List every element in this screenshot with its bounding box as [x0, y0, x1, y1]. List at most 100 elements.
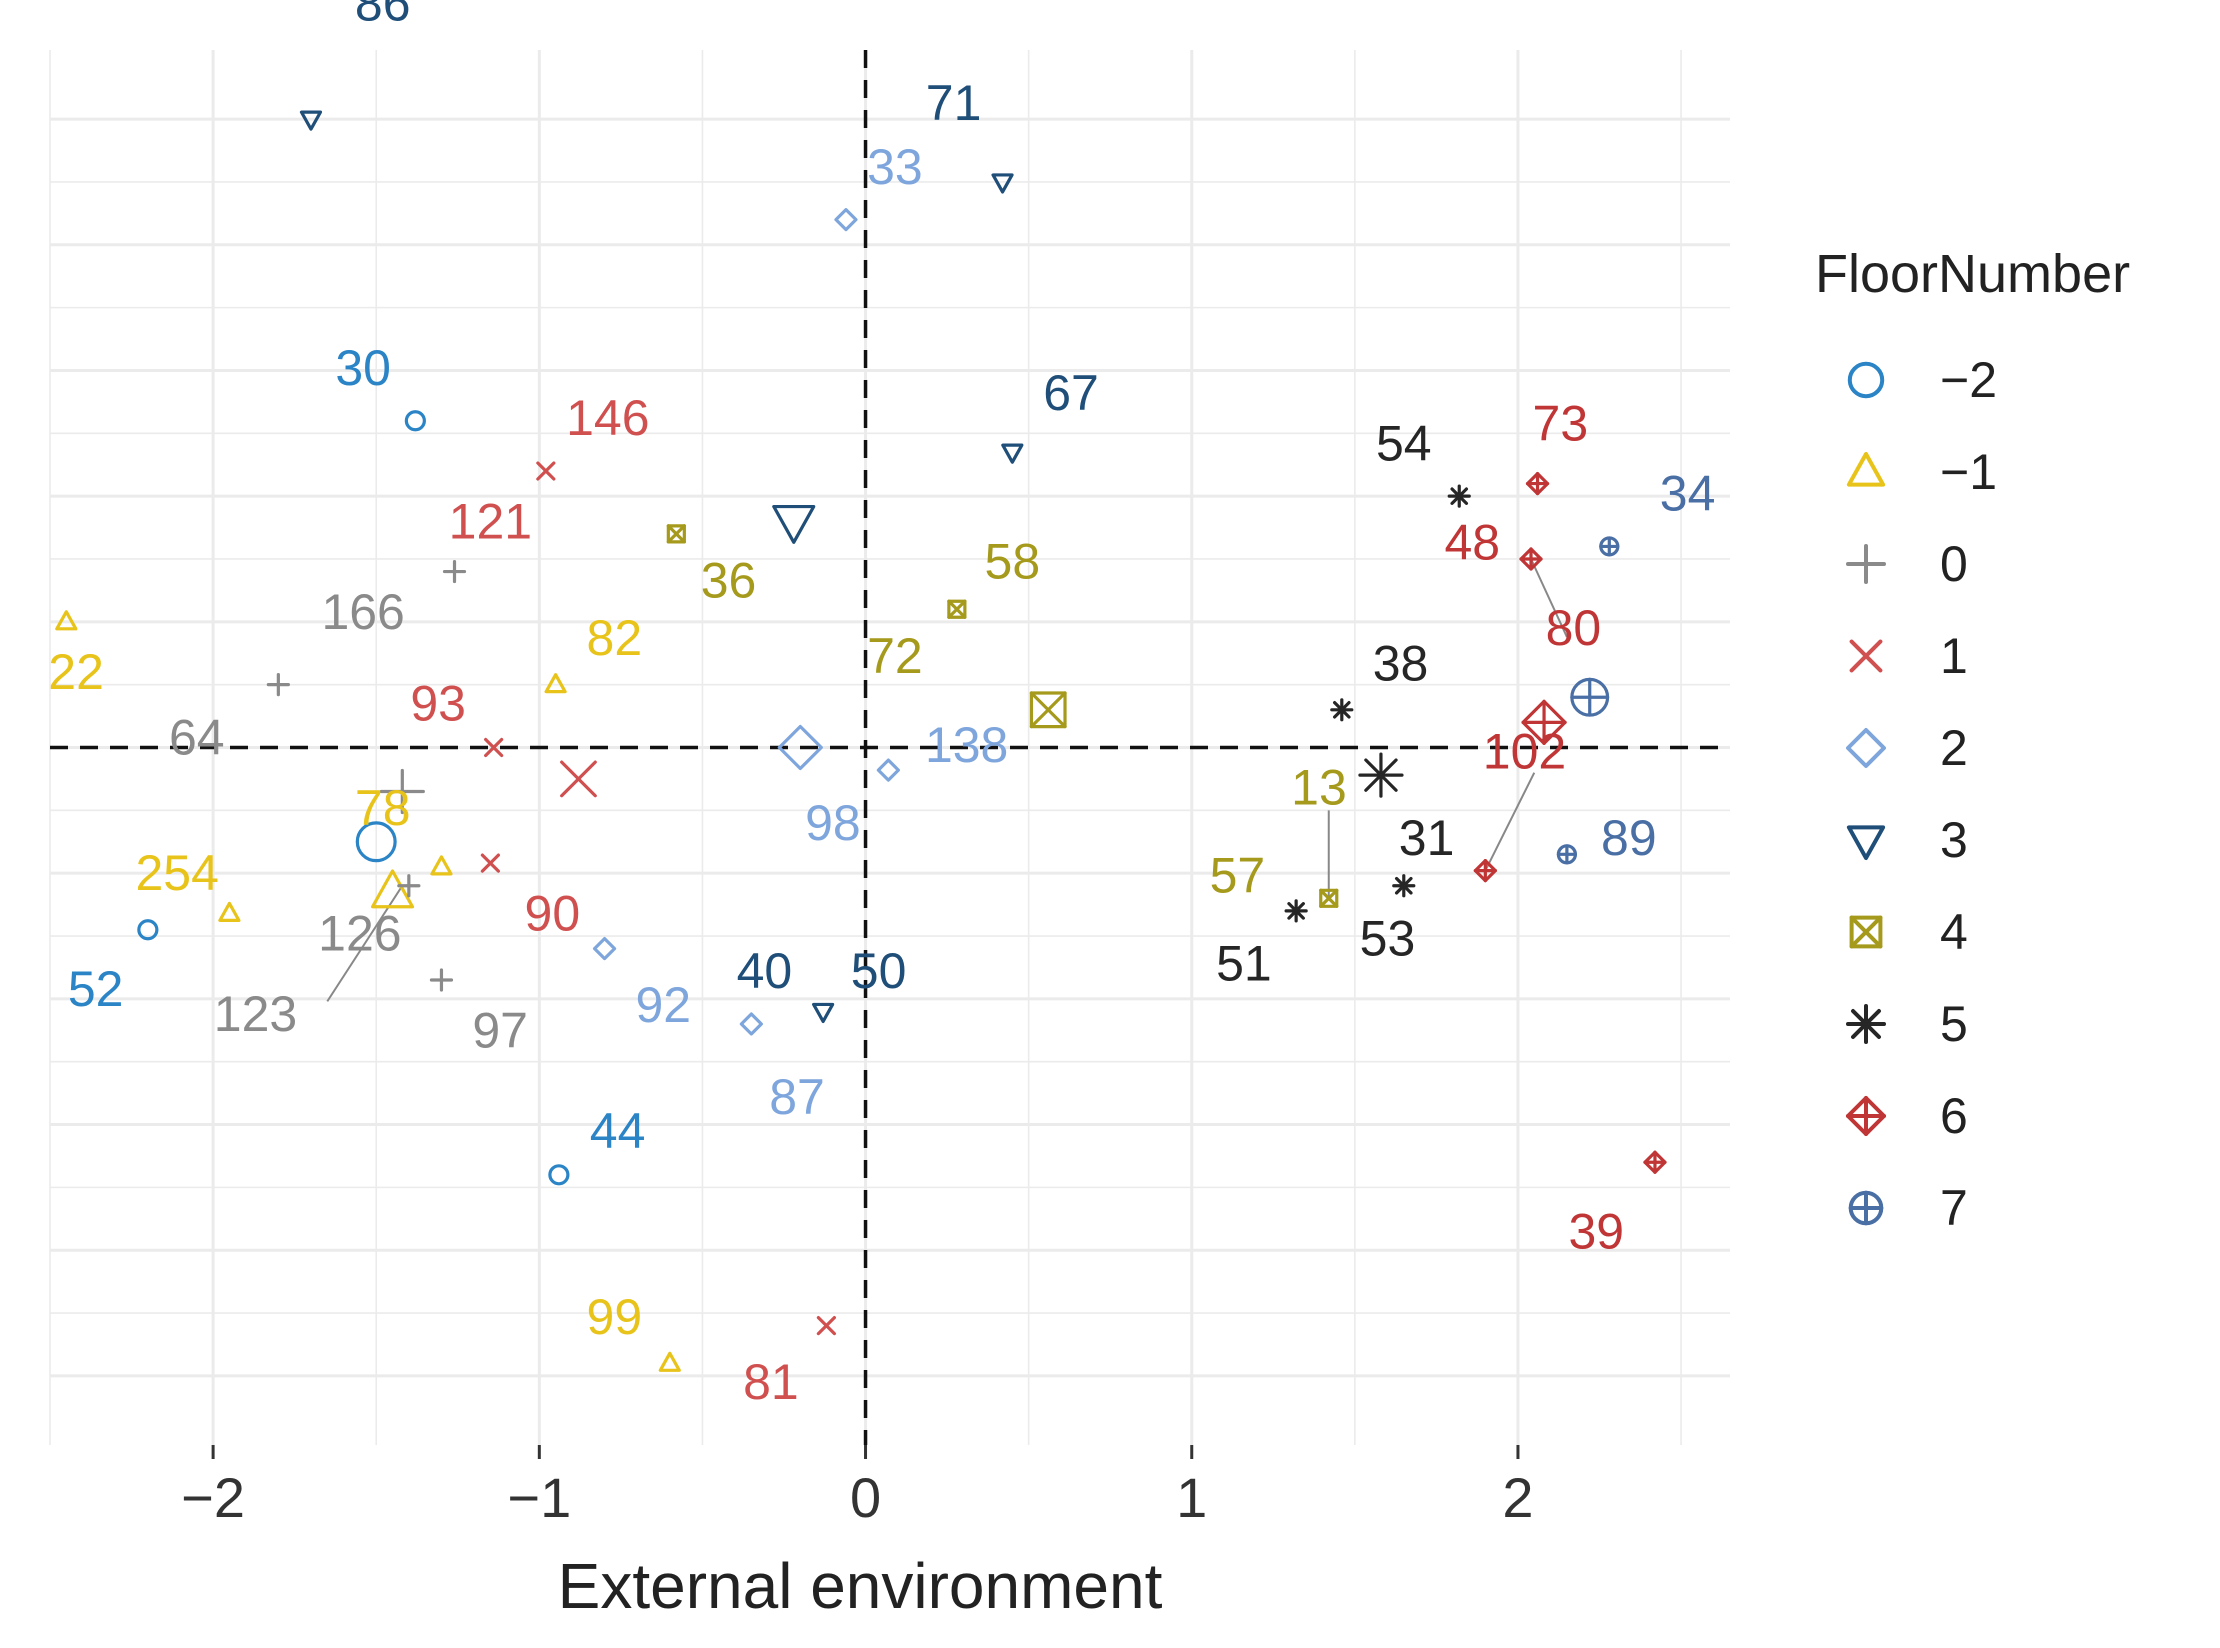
data-point [1570, 677, 1610, 717]
point-label: 138 [925, 717, 1008, 773]
point-label: 126 [318, 906, 401, 962]
data-point [1521, 699, 1567, 745]
data-point [1284, 899, 1308, 923]
data-point [1029, 691, 1067, 729]
point-label: 123 [214, 986, 297, 1042]
data-point [1525, 471, 1550, 496]
legend-label: −1 [1940, 444, 1997, 500]
data-point [816, 1316, 836, 1336]
legend: FloorNumber −2 −1 0 1 2 3 4 5 6 7 [1815, 244, 2130, 1248]
x-tick-label: −1 [507, 1466, 571, 1529]
point-label: 53 [1360, 911, 1416, 967]
data-point [397, 874, 421, 898]
legend-key-1 [1826, 340, 1906, 420]
point-label: 87 [769, 1069, 825, 1125]
legend-title: FloorNumber [1815, 244, 2130, 304]
data-point [812, 1002, 835, 1024]
legend-key-6 [1826, 800, 1906, 880]
x-tick-label: 0 [850, 1466, 881, 1529]
point-label: 34 [1660, 466, 1716, 522]
point-label: 30 [335, 340, 391, 396]
point-label: 81 [743, 1354, 799, 1410]
data-point [484, 737, 504, 758]
data-point [480, 853, 500, 873]
data-point [1392, 874, 1416, 898]
data-point [1473, 859, 1497, 883]
legend-label: 3 [1940, 812, 1968, 868]
point-label: 82 [587, 610, 643, 666]
point-label: 33 [867, 139, 923, 195]
point-label: 13 [1291, 760, 1347, 816]
point-label: 51 [1216, 936, 1272, 992]
point-label: 73 [1533, 395, 1589, 451]
legend-label: 2 [1940, 720, 1968, 776]
data-point [1599, 536, 1620, 557]
legend-label: 1 [1940, 628, 1968, 684]
legend-key-background [1826, 340, 1906, 420]
data-point [560, 760, 597, 798]
point-label: 22 [48, 644, 104, 700]
point-label: 146 [566, 390, 649, 446]
point-label: 67 [1043, 365, 1099, 421]
legend-label: 7 [1940, 1180, 1968, 1236]
legend-key-2 [1826, 432, 1906, 512]
data-point [1358, 752, 1404, 798]
point-label: 31 [1399, 810, 1455, 866]
point-label: 92 [635, 977, 691, 1033]
legend-key-background [1826, 708, 1906, 788]
label-connectors [326, 558, 1568, 1002]
data-point [777, 724, 823, 771]
data-point [1447, 484, 1471, 508]
legend-key-background [1826, 432, 1906, 512]
legend-label: 4 [1940, 904, 1968, 960]
point-label: 86 [355, 0, 411, 32]
legend-key-9 [1826, 1076, 1906, 1156]
data-point [1001, 443, 1024, 464]
point-label: 254 [136, 845, 219, 901]
data-point [834, 208, 858, 232]
point-label: 166 [321, 584, 404, 640]
data-points [55, 110, 1667, 1372]
point-label: 48 [1444, 515, 1500, 571]
point-label: 52 [68, 961, 124, 1017]
data-point [379, 768, 425, 815]
point-label: 57 [1210, 848, 1266, 904]
legend-key-7 [1826, 892, 1906, 972]
reference-lines [50, 50, 1730, 1445]
data-point [666, 524, 686, 544]
point-label: 93 [410, 676, 466, 732]
data-point [548, 1164, 570, 1186]
point-label: 98 [805, 795, 861, 851]
point-label: 39 [1568, 1203, 1624, 1259]
legend-key-10 [1826, 1168, 1906, 1248]
data-point [55, 610, 78, 631]
point-label: 121 [449, 493, 532, 549]
point-label: 97 [472, 1002, 528, 1058]
data-point [1556, 844, 1577, 865]
data-point [1643, 1150, 1667, 1174]
data-point [592, 936, 617, 961]
legend-label: 6 [1940, 1088, 1968, 1144]
x-axis-title: External environment [558, 1550, 1163, 1622]
legend-key-4 [1826, 616, 1906, 696]
point-label: 58 [985, 534, 1041, 590]
data-point [876, 758, 900, 782]
label-connector-line [1484, 772, 1536, 872]
legend-items: −2 −1 0 1 2 3 4 5 6 7 [1826, 340, 1997, 1248]
data-point [137, 919, 159, 941]
point-label: 38 [1373, 635, 1429, 691]
data-point [429, 968, 454, 992]
data-point [218, 901, 241, 922]
grid-lines [49, 50, 1730, 1445]
legend-label: 5 [1940, 996, 1968, 1052]
data-point [1319, 888, 1339, 908]
legend-key-8 [1826, 984, 1906, 1064]
legend-key-5 [1826, 708, 1906, 788]
point-label: 90 [525, 885, 581, 941]
x-axis: −2 −1 0 1 2 [181, 1445, 1534, 1529]
point-label: 44 [590, 1103, 646, 1159]
x-tick-label: 2 [1502, 1466, 1533, 1529]
